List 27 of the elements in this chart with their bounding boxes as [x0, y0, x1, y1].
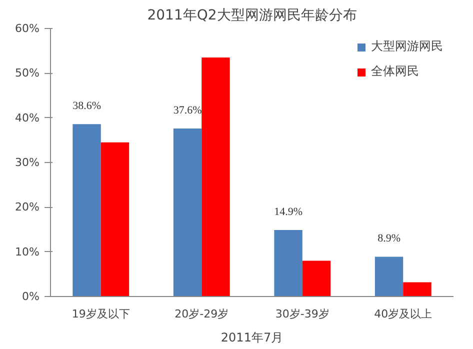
bar	[100, 142, 130, 296]
bar	[374, 256, 404, 296]
y-tick-label: 50%	[15, 66, 40, 80]
bar	[403, 282, 432, 296]
data-label: 14.9%	[274, 206, 302, 218]
data-label: 8.9%	[378, 232, 400, 245]
bar	[72, 124, 101, 296]
legend-label: 大型网游网民	[371, 38, 443, 55]
x-tick-label: 20岁-29岁	[174, 308, 229, 320]
x-tick-label: 19岁及以下	[72, 308, 130, 320]
bar	[302, 260, 331, 296]
x-tick-label: 30岁-39岁	[275, 308, 330, 320]
y-tick-label: 40%	[15, 111, 40, 124]
legend-label: 全体网民	[371, 63, 419, 80]
bar	[202, 58, 230, 296]
data-label: 38.6%	[72, 100, 101, 112]
y-tick-label: 10%	[15, 245, 40, 258]
y-tick-label: 20%	[15, 200, 40, 214]
data-label: 37.6%	[173, 104, 202, 117]
y-tick-label: 60%	[15, 22, 40, 35]
y-tick-label: 30%	[15, 156, 40, 169]
bar	[274, 230, 302, 296]
text: 2011年7月	[220, 330, 284, 344]
bar	[173, 128, 202, 296]
y-tick-label: 0%	[22, 290, 40, 303]
x-tick-label: 40岁及以上	[374, 308, 432, 320]
chart-title: 2011年Q2大型网游网民年龄分布	[147, 8, 357, 24]
